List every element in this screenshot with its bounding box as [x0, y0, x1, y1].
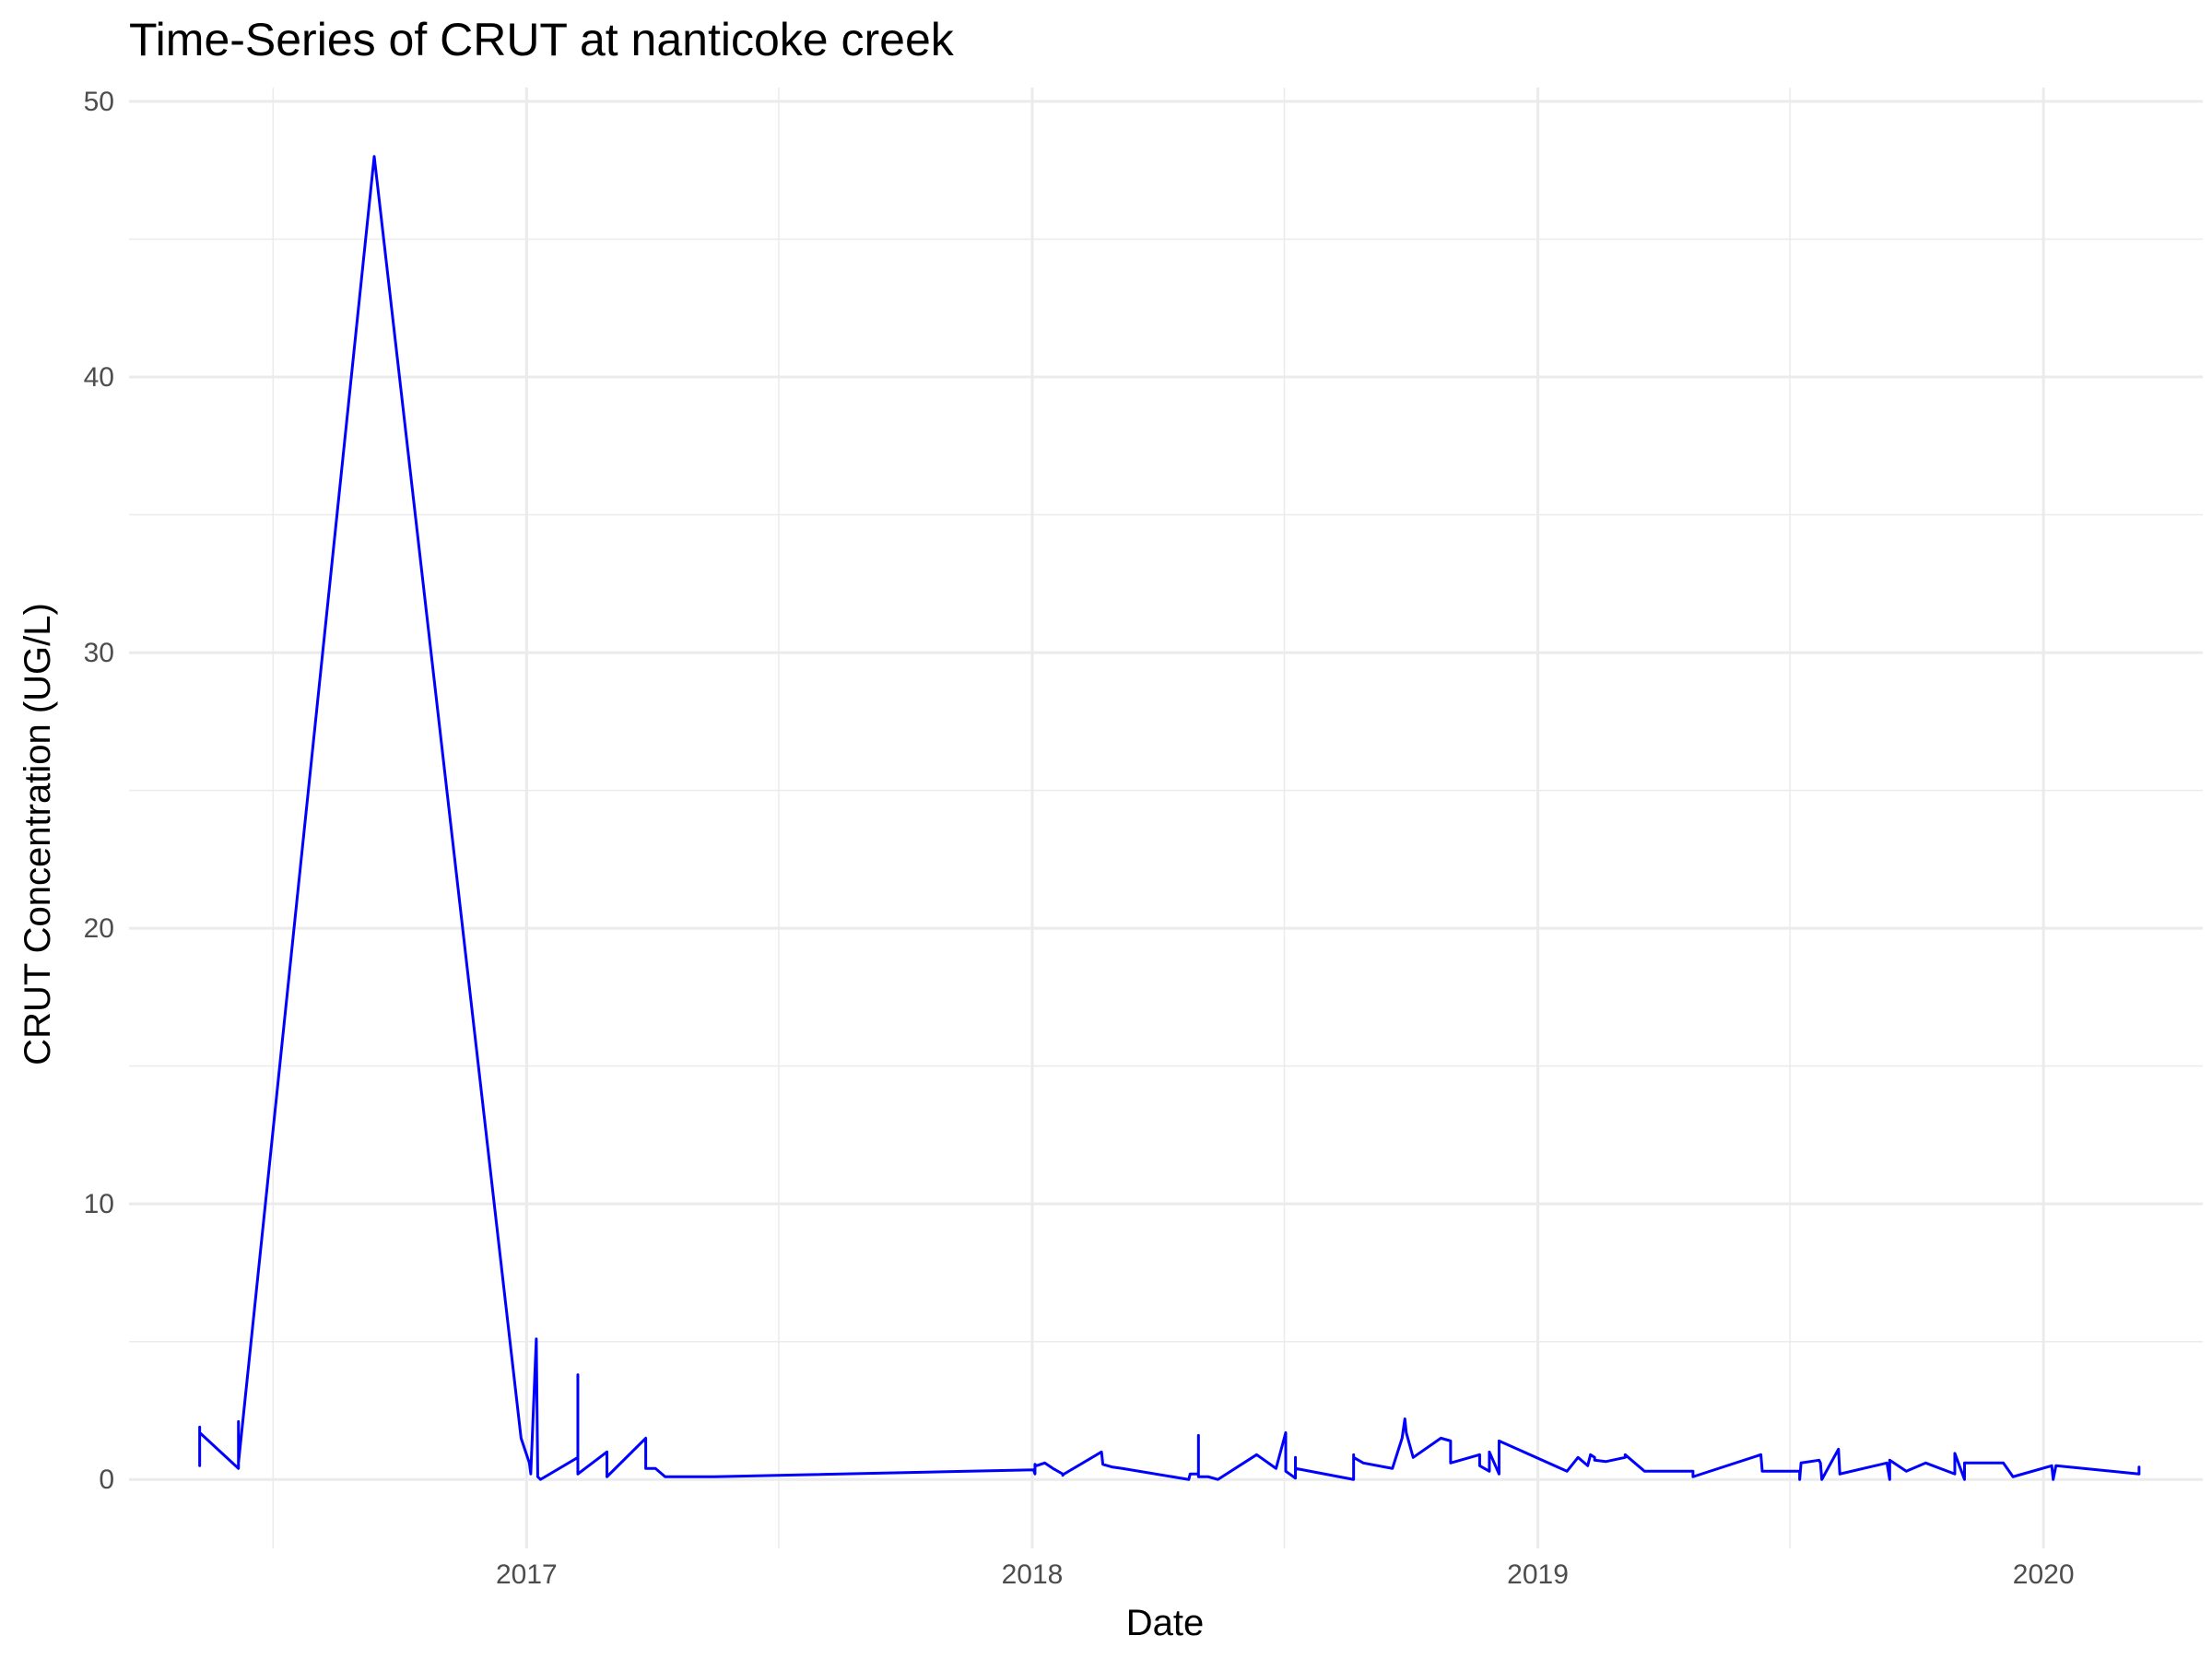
minor-gridlines: [129, 88, 2203, 1548]
x-axis-title: Date: [1126, 1603, 1205, 1643]
y-tick-label: 50: [84, 87, 114, 117]
x-tick-label: 2018: [1002, 1559, 1064, 1590]
x-tick-label: 2019: [1507, 1559, 1569, 1590]
x-tick-label: 2020: [2013, 1559, 2075, 1590]
y-tick-label: 10: [84, 1189, 114, 1219]
y-tick-label: 30: [84, 638, 114, 668]
y-tick-label: 0: [99, 1465, 114, 1495]
y-axis-title: CRUT Concentration (UG/L): [18, 603, 58, 1065]
series-line: [198, 155, 2141, 1481]
y-tick-label: 20: [84, 913, 114, 944]
x-tick-label: 2017: [496, 1559, 558, 1590]
major-gridlines: [129, 88, 2203, 1548]
y-tick-label: 40: [84, 362, 114, 393]
chart-title: Time-Series of CRUT at nanticoke creek: [129, 14, 954, 65]
x-axis-ticks: 2017 2018 2019 2020: [496, 1559, 2075, 1590]
series-layer: [198, 155, 2141, 1481]
y-axis-ticks: 0 10 20 30 40 50: [84, 87, 114, 1495]
